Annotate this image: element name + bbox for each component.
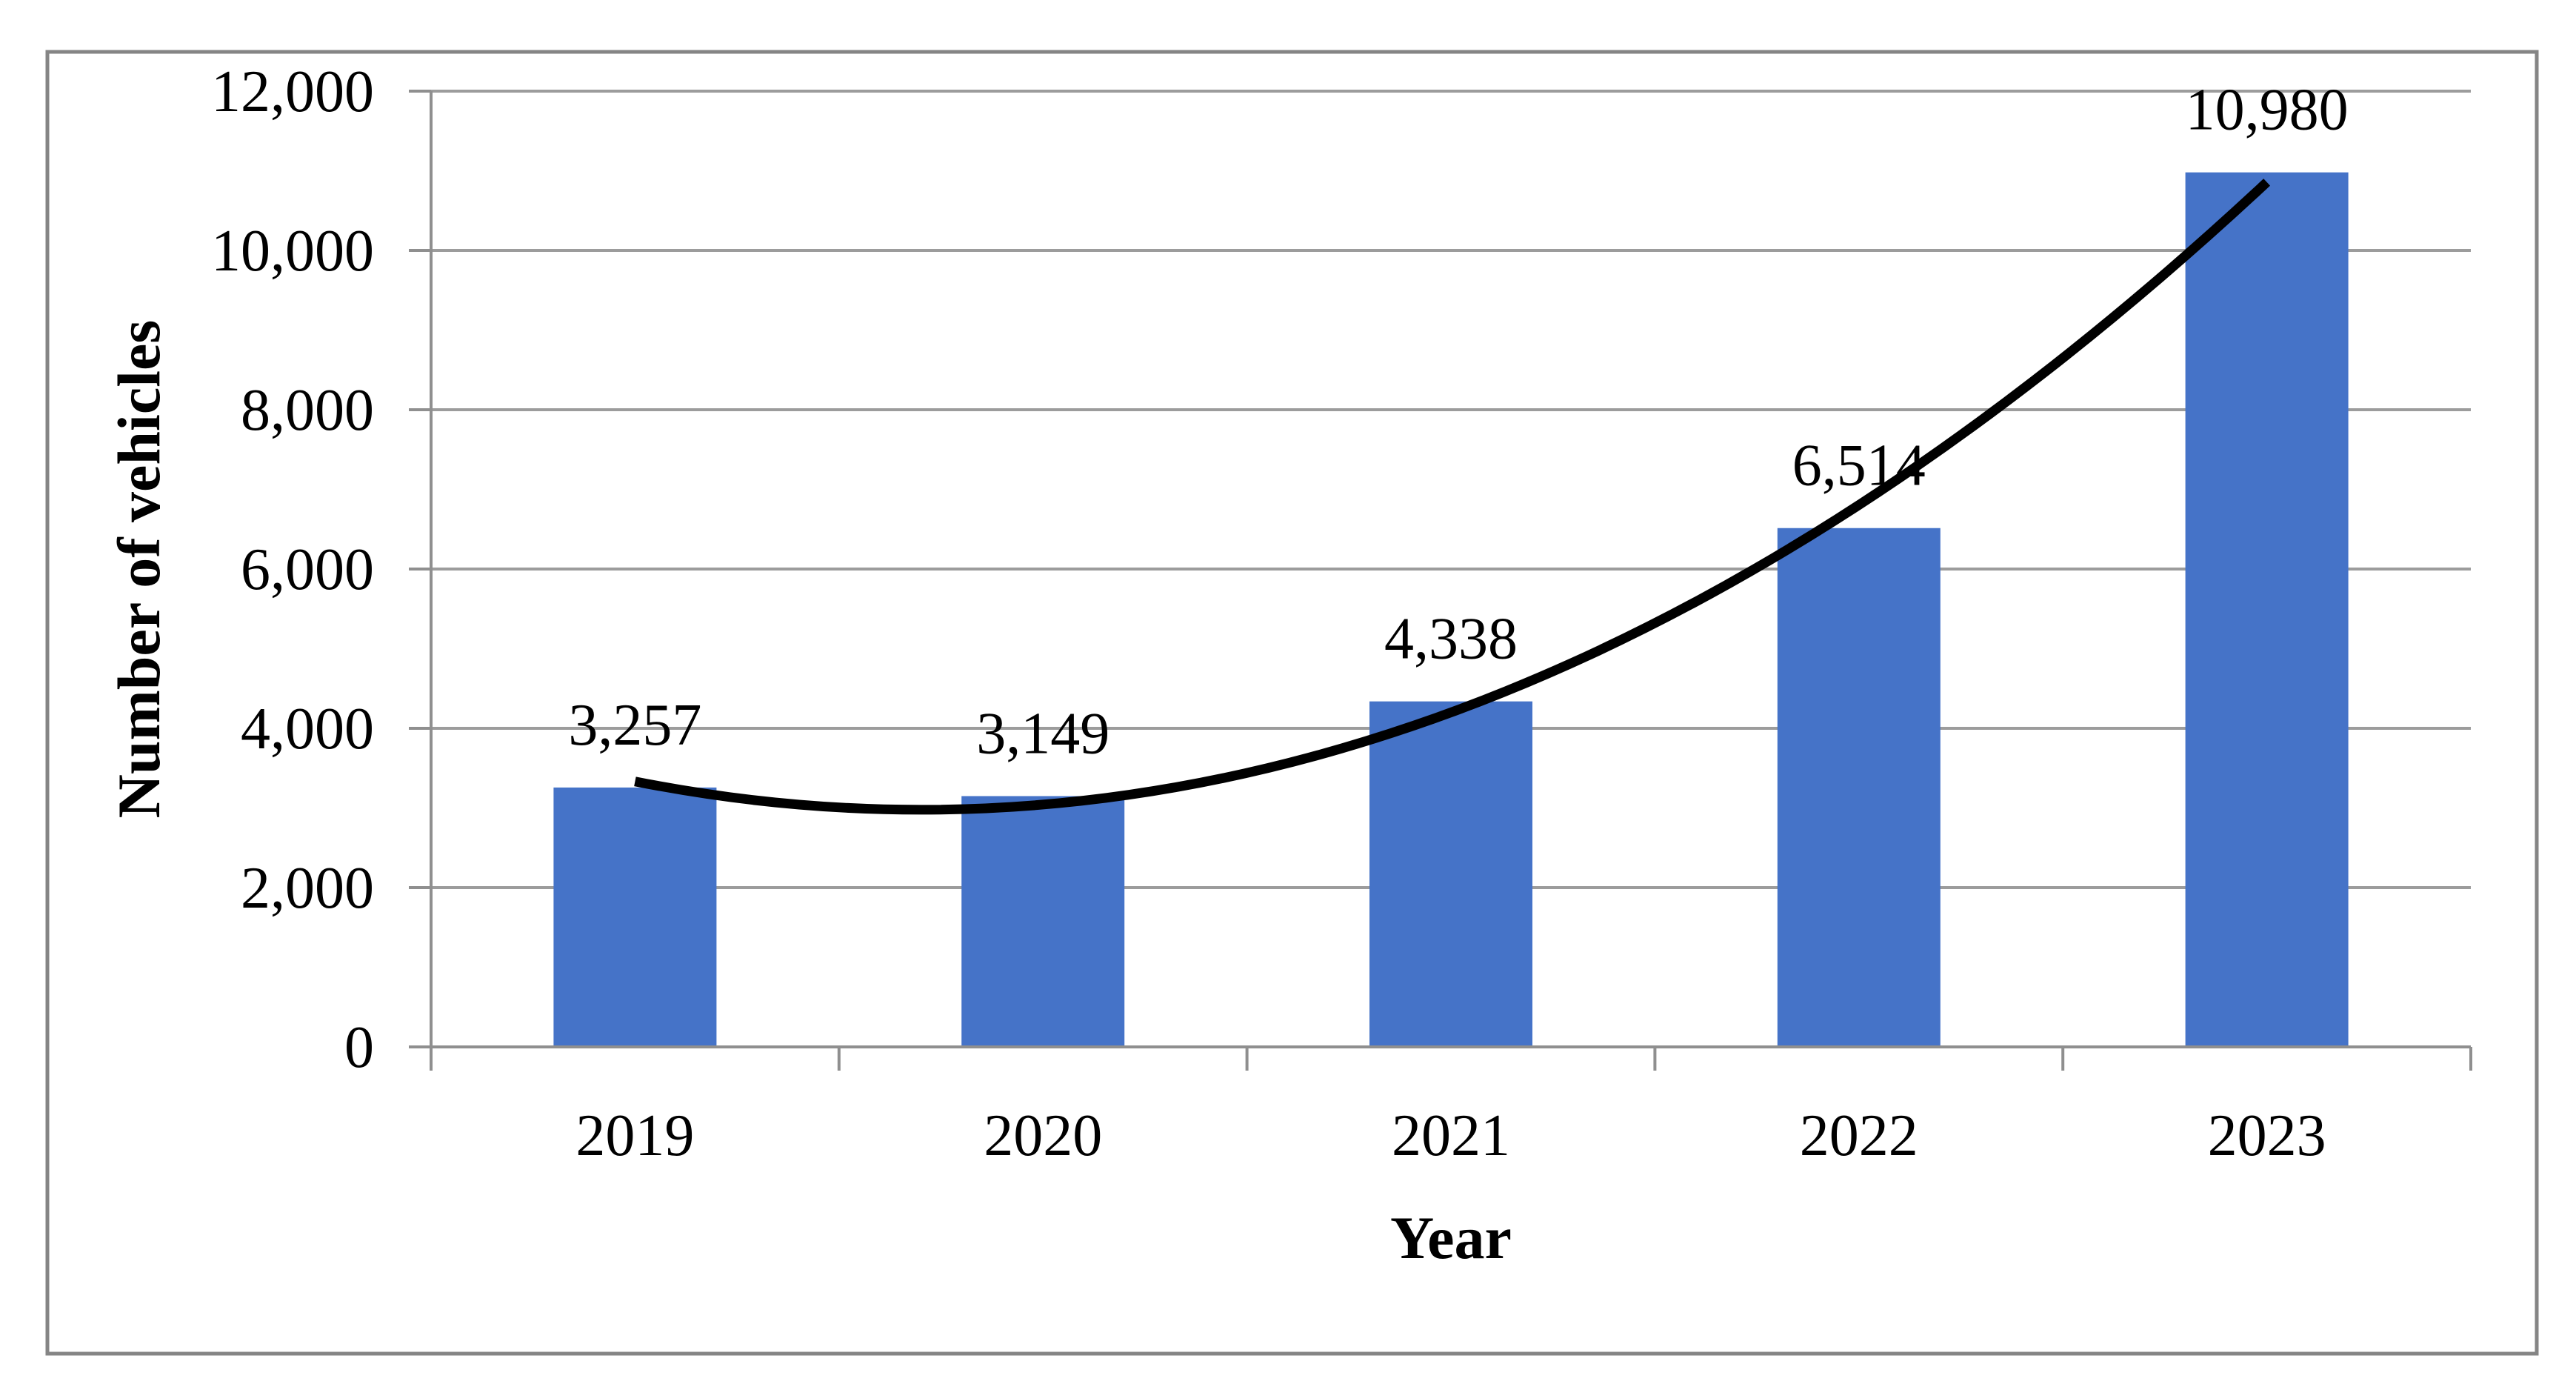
x-tick-label: 2023 <box>2208 1103 2326 1168</box>
bar-data-label: 10,980 <box>2186 78 2349 143</box>
bar-2020 <box>961 796 1125 1047</box>
bar-2023 <box>2185 172 2349 1047</box>
x-tick-label: 2020 <box>984 1103 1102 1168</box>
y-tick-label: 2,000 <box>241 856 374 921</box>
y-tick-labels: 0 2,000 4,000 6,000 8,000 10,000 12,000 <box>211 59 374 1080</box>
bar-data-label: 3,149 <box>976 701 1110 766</box>
y-tick-label: 12,000 <box>211 59 374 124</box>
trendline <box>634 179 2271 815</box>
y-tick-label: 6,000 <box>241 537 374 602</box>
bar-data-labels: 3,257 3,149 4,338 6,514 10,980 <box>568 78 2348 767</box>
x-tick-label: 2021 <box>1392 1103 1510 1168</box>
y-axis-title: Number of vehicles <box>105 320 173 819</box>
y-tick-label: 10,000 <box>211 219 374 284</box>
bar-data-label: 6,514 <box>1792 433 1926 499</box>
bar-2021 <box>1369 701 1532 1047</box>
axes <box>409 90 2472 1071</box>
bar-2019 <box>553 787 717 1047</box>
y-tick-label: 8,000 <box>241 378 374 443</box>
chart-frame <box>45 50 2539 1356</box>
x-tick-label: 2019 <box>575 1103 694 1168</box>
y-tick-label: 4,000 <box>241 696 374 762</box>
gridlines <box>431 90 2471 889</box>
x-axis-title: Year <box>1390 1204 1512 1271</box>
bar-2022 <box>1777 528 1941 1047</box>
bar-data-label: 3,257 <box>568 693 701 758</box>
x-tick-labels: 2019 2020 2021 2022 2023 <box>575 1103 2326 1168</box>
bar-series <box>553 172 2349 1047</box>
x-tick-label: 2022 <box>1800 1103 1918 1168</box>
y-tick-label: 0 <box>344 1015 374 1080</box>
bar-data-label: 4,338 <box>1384 607 1518 672</box>
